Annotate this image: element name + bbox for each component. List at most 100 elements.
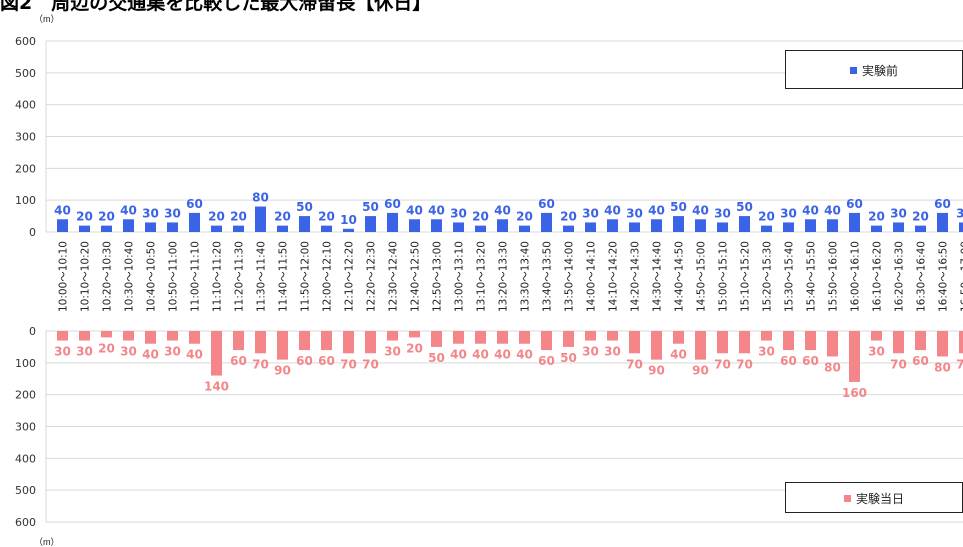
- data-label-day: 60: [780, 354, 797, 368]
- x-tick-label: 14:40～14:50: [674, 241, 686, 312]
- bar-before: [321, 225, 332, 232]
- data-label-before: 20: [868, 210, 885, 224]
- data-label-day: 40: [516, 348, 533, 362]
- x-tick-label: 16:50～17:00: [960, 241, 963, 312]
- bar-before: [431, 219, 442, 232]
- x-tick-label: 11:40～11:50: [278, 241, 290, 312]
- data-label-day: 60: [802, 354, 819, 368]
- data-label-before: 50: [362, 200, 379, 214]
- data-label-before: 50: [736, 200, 753, 214]
- data-label-day: 90: [274, 364, 291, 378]
- data-label-day: 160: [842, 386, 867, 400]
- bar-day: [189, 331, 200, 344]
- x-tick-label: 13:50～14:00: [564, 241, 576, 312]
- data-label-day: 70: [714, 357, 731, 371]
- data-label-before: 40: [692, 203, 709, 217]
- data-label-day: 60: [538, 354, 555, 368]
- bar-day: [717, 331, 728, 354]
- bar-before: [57, 219, 68, 232]
- data-label-before: 20: [472, 210, 489, 224]
- x-tick-label: 13:40～13:50: [542, 241, 554, 312]
- top-y-tick-label: 200: [15, 162, 36, 175]
- bar-before: [519, 225, 530, 232]
- x-tick-label: 15:30～15:40: [784, 241, 796, 312]
- data-label-day: 70: [362, 357, 379, 371]
- data-label-before: 40: [494, 203, 511, 217]
- data-label-day: 30: [76, 345, 93, 359]
- data-label-before: 40: [54, 203, 71, 217]
- bar-day: [167, 331, 178, 341]
- x-tick-label: 11:20～11:30: [234, 241, 246, 312]
- top-y-tick-label: 400: [15, 99, 36, 112]
- legend-top: 実験前: [785, 50, 963, 89]
- top-y-tick-label: 100: [15, 194, 36, 207]
- data-label-day: 40: [142, 348, 159, 362]
- bottom-unit-label: （m）: [34, 537, 60, 547]
- data-label-day: 30: [384, 345, 401, 359]
- x-tick-label: 12:40～12:50: [410, 241, 422, 312]
- data-label-day: 40: [472, 348, 489, 362]
- bar-before: [541, 212, 552, 232]
- bar-before: [607, 219, 618, 232]
- bar-before: [761, 225, 772, 232]
- top-y-tick-label: 0: [29, 226, 36, 239]
- x-tick-label: 15:00～15:10: [718, 241, 730, 312]
- bar-before: [211, 225, 222, 232]
- data-label-before: 40: [406, 203, 423, 217]
- bar-day: [761, 331, 772, 341]
- bar-before: [959, 222, 963, 232]
- x-tick-label: 10:10～10:20: [80, 241, 92, 312]
- data-label-before: 40: [648, 203, 665, 217]
- data-label-before: 10: [340, 213, 357, 227]
- bar-before: [651, 219, 662, 232]
- x-tick-label: 11:00～11:10: [190, 241, 202, 312]
- legend-label-day: 実験当日: [855, 492, 904, 506]
- bar-day: [673, 331, 684, 344]
- data-label-before: 30: [956, 206, 963, 220]
- bar-before: [145, 222, 156, 232]
- x-tick-label: 15:40～15:50: [806, 241, 818, 312]
- bottom-y-tick-label: 400: [15, 452, 36, 465]
- bar-before: [277, 225, 288, 232]
- data-label-day: 30: [54, 345, 71, 359]
- x-tick-label: 13:20～13:30: [498, 241, 510, 312]
- x-tick-label: 14:50～15:00: [696, 241, 708, 312]
- data-label-before: 20: [516, 210, 533, 224]
- bar-before: [783, 222, 794, 232]
- x-tick-label: 13:10～13:20: [476, 241, 488, 312]
- x-tick-label: 14:20～14:30: [630, 241, 642, 312]
- x-tick-label: 16:40～16:50: [938, 241, 950, 312]
- data-label-before: 20: [758, 210, 775, 224]
- top-y-tick-label: 600: [15, 35, 36, 48]
- data-label-day: 70: [956, 357, 963, 371]
- bar-before: [585, 222, 596, 232]
- bar-before: [475, 225, 486, 232]
- bar-before: [167, 222, 178, 232]
- x-tick-label: 13:00～13:10: [454, 241, 466, 312]
- x-tick-label: 10:20～10:30: [102, 241, 114, 312]
- bottom-y-tick-label: 600: [15, 516, 36, 529]
- data-label-day: 20: [98, 341, 115, 355]
- data-label-before: 50: [670, 200, 687, 214]
- bar-day: [79, 331, 90, 341]
- data-label-before: 30: [164, 206, 181, 220]
- data-label-before: 60: [934, 197, 951, 211]
- x-tick-label: 14:00～14:10: [586, 241, 598, 312]
- top-unit-label: （m）: [34, 14, 60, 24]
- data-label-day: 20: [406, 341, 423, 355]
- bottom-y-tick-label: 200: [15, 389, 36, 402]
- bar-day: [233, 331, 244, 351]
- bar-day: [629, 331, 640, 354]
- data-label-before: 30: [450, 206, 467, 220]
- x-tick-label: 10:50～11:00: [168, 241, 180, 312]
- bar-day: [563, 331, 574, 347]
- data-label-before: 40: [802, 203, 819, 217]
- data-label-day: 30: [868, 345, 885, 359]
- bar-day: [453, 331, 464, 344]
- bar-day: [277, 331, 288, 360]
- data-label-before: 40: [604, 203, 621, 217]
- data-label-before: 20: [230, 210, 247, 224]
- bar-before: [871, 225, 882, 232]
